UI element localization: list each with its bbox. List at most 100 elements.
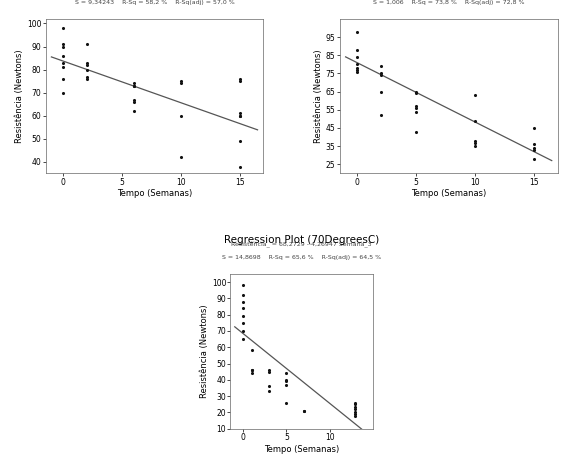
Point (82, 73, 91, 81)
Point (351, 399, 360, 406)
Point (129, 80, 138, 87)
Point (353, 66, 362, 73)
Point (412, 104, 421, 112)
Point (351, 412, 360, 419)
Point (248, 347, 257, 354)
Point (59, 89, 68, 97)
Point (471, 91, 480, 99)
Point (236, 110, 245, 117)
Point (530, 124, 539, 132)
Point (353, 68, 362, 75)
Point (59, 64, 68, 71)
Point (412, 102, 421, 110)
Point (353, 64, 362, 72)
Y-axis label: Resistência (Newtons): Resistência (Newtons) (314, 49, 323, 143)
Text: S = 9,34243    R-Sq = 58,2 %    R-Sq(adj) = 57,0 %: S = 9,34243 R-Sq = 58,2 % R-Sq(adj) = 57… (75, 0, 234, 5)
Point (82, 41, 91, 48)
Point (265, 388, 274, 395)
Point (299, 407, 308, 414)
Point (412, 89, 421, 97)
Point (376, 70, 385, 77)
X-axis label: Tempo (Semanas): Tempo (Semanas) (264, 445, 339, 454)
Point (236, 77, 245, 85)
Point (299, 407, 308, 414)
Point (282, 370, 291, 377)
Point (248, 366, 257, 374)
Point (376, 62, 385, 70)
Point (248, 370, 257, 377)
Point (282, 381, 291, 389)
Point (176, 80, 185, 87)
Point (471, 137, 480, 145)
Y-axis label: Resistência (Newtons): Resistência (Newtons) (15, 49, 24, 143)
Point (282, 399, 291, 406)
Y-axis label: Resistência (Newtons): Resistência (Newtons) (200, 304, 209, 398)
Point (239, 313, 248, 320)
Point (82, 75, 91, 82)
Point (376, 72, 385, 79)
Point (176, 154, 185, 161)
Title: Regression Plot (70DegreesC): Regression Plot (70DegreesC) (224, 236, 379, 245)
X-axis label: Tempo (Semanas): Tempo (Semanas) (117, 189, 192, 198)
Point (129, 96, 138, 104)
Point (129, 98, 138, 106)
Point (376, 88, 385, 95)
Point (353, 46, 362, 54)
Point (236, 112, 245, 120)
Point (471, 117, 480, 124)
Point (471, 142, 480, 150)
Point (59, 24, 68, 32)
Point (353, 53, 362, 61)
Point (353, 61, 362, 68)
Point (239, 304, 248, 312)
Point (82, 59, 91, 66)
Point (239, 282, 248, 289)
Point (239, 327, 248, 335)
Point (351, 410, 360, 418)
Point (59, 41, 68, 48)
Point (530, 144, 539, 152)
Point (471, 139, 480, 146)
Point (236, 75, 245, 82)
Point (351, 406, 360, 413)
Point (530, 155, 539, 162)
Point (265, 368, 274, 375)
Point (176, 77, 185, 85)
Point (239, 335, 248, 343)
Point (376, 112, 385, 119)
Text: Resistência_ = 68,2729 - 4,26947 Semana_3: Resistência_ = 68,2729 - 4,26947 Semana_… (231, 242, 372, 248)
Point (282, 378, 291, 385)
Point (412, 128, 421, 135)
Point (412, 88, 421, 95)
Point (129, 107, 138, 115)
Point (59, 43, 68, 50)
Point (353, 28, 362, 35)
Point (82, 61, 91, 69)
Text: S = 1,006    R-Sq = 73,8 %    R-Sq(adj) = 72,8 %: S = 1,006 R-Sq = 73,8 % R-Sq(adj) = 72,8… (373, 0, 525, 5)
Point (176, 112, 185, 120)
Point (351, 404, 360, 411)
Point (248, 366, 257, 374)
Point (351, 400, 360, 408)
Point (236, 163, 245, 171)
Point (265, 366, 274, 374)
Point (236, 138, 245, 145)
Point (129, 82, 138, 89)
Point (351, 408, 360, 416)
Point (282, 376, 291, 383)
X-axis label: Tempo (Semanas): Tempo (Semanas) (411, 189, 486, 198)
Point (82, 66, 91, 73)
Point (239, 292, 248, 299)
Point (239, 298, 248, 305)
Point (412, 108, 421, 115)
Point (129, 82, 138, 89)
Point (265, 382, 274, 390)
Point (59, 59, 68, 66)
Point (236, 112, 245, 120)
Text: S = 14,8698    R-Sq = 65,6 %    R-Sq(adj) = 64,5 %: S = 14,8698 R-Sq = 65,6 % R-Sq(adj) = 64… (222, 255, 381, 260)
Point (59, 75, 68, 82)
Point (530, 141, 539, 148)
Point (59, 52, 68, 59)
Point (239, 319, 248, 326)
Point (530, 146, 539, 154)
